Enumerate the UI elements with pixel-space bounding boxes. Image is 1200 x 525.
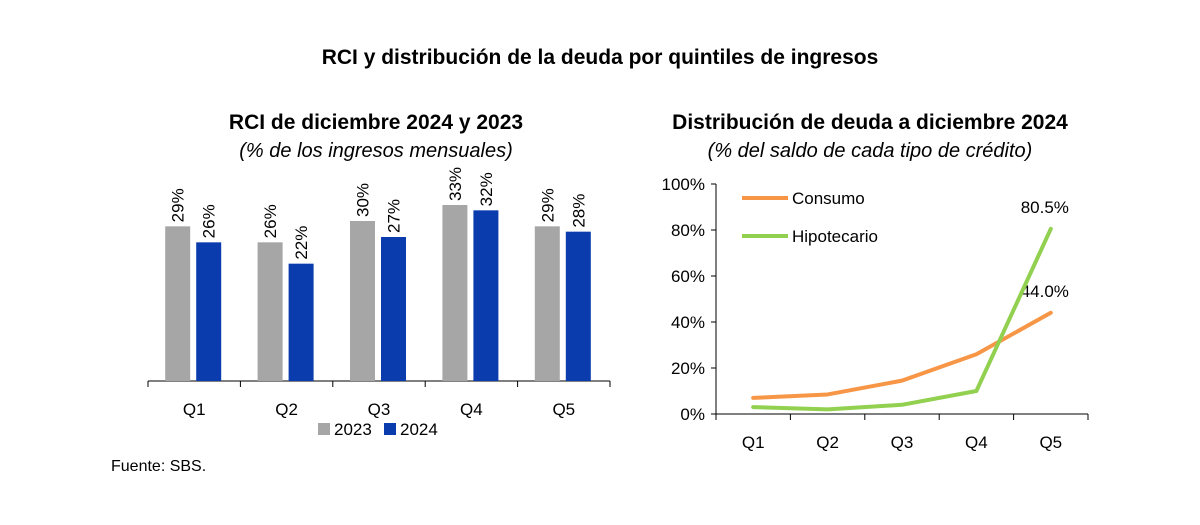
line-category-label: Q1	[742, 433, 765, 452]
source-note: Fuente: SBS.	[111, 458, 207, 475]
bar-chart-subtitle: (% de los ingresos mensuales)	[239, 140, 513, 162]
bar-2024	[196, 242, 222, 381]
line-chart-subtitle: (% del saldo de cada tipo de crédito)	[707, 140, 1033, 162]
bar-2023	[350, 221, 375, 381]
line-category-label: Q4	[965, 433, 988, 452]
bar-value-label: 32%	[477, 172, 496, 206]
bar-category-label: Q1	[183, 400, 206, 419]
bar-2023	[442, 205, 468, 381]
line-end-label: 44.0%	[1021, 282, 1069, 301]
bar-chart-title: RCI de diciembre 2024 y 2023	[228, 111, 524, 134]
bar-category-label: Q2	[275, 400, 298, 419]
line-category-label: Q2	[816, 433, 839, 452]
legend-swatch-2023	[318, 423, 330, 435]
line-y-tick-label: 0%	[680, 405, 705, 424]
bar-value-label: 29%	[538, 188, 557, 222]
bar-value-label: 30%	[354, 183, 373, 217]
line-y-tick-label: 60%	[671, 267, 705, 286]
bar-2023	[165, 226, 191, 381]
legend-label: Hipotecario	[792, 227, 878, 246]
bar-2024	[565, 231, 591, 381]
bar-value-label: 27%	[385, 199, 404, 233]
line-category-label: Q3	[891, 433, 914, 452]
legend-label: Consumo	[792, 189, 865, 208]
bar-2023	[534, 226, 560, 381]
bar-2024	[473, 210, 499, 381]
bar-value-label: 29%	[169, 188, 188, 222]
bar-value-label: 26%	[200, 204, 219, 238]
bar-2024	[381, 237, 406, 381]
line-y-tick-label: 40%	[671, 313, 705, 332]
line-category-label: Q5	[1039, 433, 1062, 452]
bar-value-label: 22%	[292, 226, 311, 260]
series-line-hipotecario	[751, 226, 1053, 412]
legend-swatch-2024	[384, 423, 396, 435]
bar-2024	[288, 263, 314, 381]
legend-label: 2024	[400, 420, 438, 439]
line-y-tick-label: 80%	[671, 221, 705, 240]
bar-value-label: 33%	[446, 167, 465, 201]
bar-2023	[257, 242, 283, 381]
line-y-tick-label: 100%	[662, 175, 705, 194]
line-y-tick-label: 20%	[671, 359, 705, 378]
bar-category-label: Q5	[552, 400, 575, 419]
bar-category-label: Q3	[368, 400, 391, 419]
page-title: RCI y distribución de la deuda por quint…	[321, 46, 879, 69]
bar-value-label: 26%	[261, 204, 280, 238]
bar-category-label: Q4	[460, 400, 483, 419]
line-end-label: 80.5%	[1021, 198, 1069, 217]
legend-label: 2023	[334, 420, 372, 439]
line-chart-title: Distribución de deuda a diciembre 2024	[672, 111, 1068, 134]
bar-value-label: 28%	[569, 194, 588, 228]
